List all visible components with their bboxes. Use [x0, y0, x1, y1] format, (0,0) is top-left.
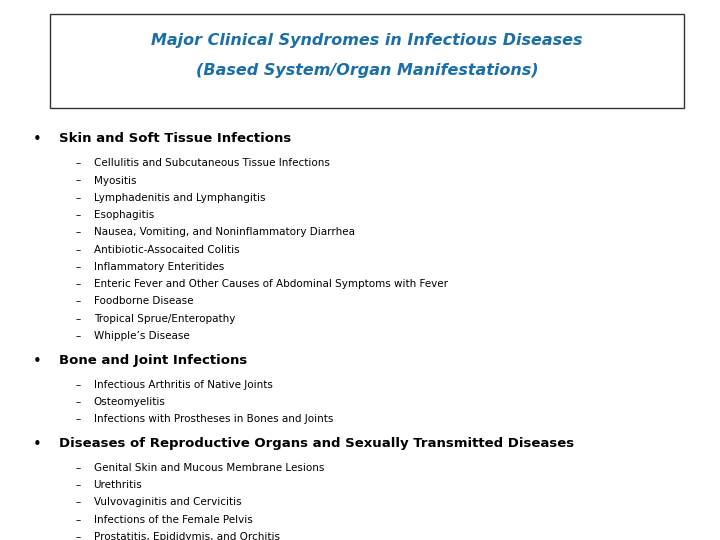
- Text: –: –: [76, 279, 81, 289]
- Text: –: –: [76, 262, 81, 272]
- Text: Nausea, Vomiting, and Noninflammatory Diarrhea: Nausea, Vomiting, and Noninflammatory Di…: [94, 227, 355, 238]
- Text: •: •: [32, 132, 41, 147]
- Text: Inflammatory Enteritides: Inflammatory Enteritides: [94, 262, 224, 272]
- Text: –: –: [76, 158, 81, 168]
- Text: –: –: [76, 245, 81, 255]
- Text: –: –: [76, 463, 81, 473]
- Text: Vulvovaginitis and Cervicitis: Vulvovaginitis and Cervicitis: [94, 497, 241, 508]
- Text: •: •: [32, 437, 41, 452]
- Text: –: –: [76, 414, 81, 424]
- Text: Bone and Joint Infections: Bone and Joint Infections: [59, 354, 247, 367]
- Text: Urethritis: Urethritis: [94, 480, 143, 490]
- Text: –: –: [76, 515, 81, 525]
- Text: Myositis: Myositis: [94, 176, 136, 186]
- Text: Infections of the Female Pelvis: Infections of the Female Pelvis: [94, 515, 252, 525]
- Text: Esophagitis: Esophagitis: [94, 210, 154, 220]
- Text: –: –: [76, 497, 81, 508]
- Text: –: –: [76, 193, 81, 203]
- Text: –: –: [76, 331, 81, 341]
- Text: Infections with Prostheses in Bones and Joints: Infections with Prostheses in Bones and …: [94, 414, 333, 424]
- Text: –: –: [76, 227, 81, 238]
- Text: Major Clinical Syndromes in Infectious Diseases: Major Clinical Syndromes in Infectious D…: [151, 33, 583, 48]
- Text: –: –: [76, 210, 81, 220]
- Text: –: –: [76, 296, 81, 307]
- Text: –: –: [76, 380, 81, 390]
- Text: Antibiotic-Assocaited Colitis: Antibiotic-Assocaited Colitis: [94, 245, 239, 255]
- Text: –: –: [76, 176, 81, 186]
- Text: Enteric Fever and Other Causes of Abdominal Symptoms with Fever: Enteric Fever and Other Causes of Abdomi…: [94, 279, 448, 289]
- Text: –: –: [76, 397, 81, 407]
- Text: (Based System/Organ Manifestations): (Based System/Organ Manifestations): [196, 63, 539, 78]
- Text: Osteomyelitis: Osteomyelitis: [94, 397, 166, 407]
- Text: Tropical Sprue/Enteropathy: Tropical Sprue/Enteropathy: [94, 314, 235, 324]
- Text: Cellulitis and Subcutaneous Tissue Infections: Cellulitis and Subcutaneous Tissue Infec…: [94, 158, 330, 168]
- Text: –: –: [76, 314, 81, 324]
- Text: –: –: [76, 532, 81, 540]
- Text: Lymphadenitis and Lymphangitis: Lymphadenitis and Lymphangitis: [94, 193, 265, 203]
- FancyBboxPatch shape: [50, 14, 684, 108]
- Text: Skin and Soft Tissue Infections: Skin and Soft Tissue Infections: [59, 132, 292, 145]
- Text: Infectious Arthritis of Native Joints: Infectious Arthritis of Native Joints: [94, 380, 272, 390]
- Text: Diseases of Reproductive Organs and Sexually Transmitted Diseases: Diseases of Reproductive Organs and Sexu…: [59, 437, 574, 450]
- Text: •: •: [32, 354, 41, 369]
- Text: Whipple’s Disease: Whipple’s Disease: [94, 331, 189, 341]
- Text: Genital Skin and Mucous Membrane Lesions: Genital Skin and Mucous Membrane Lesions: [94, 463, 324, 473]
- Text: Foodborne Disease: Foodborne Disease: [94, 296, 193, 307]
- Text: Prostatitis, Epididymis, and Orchitis: Prostatitis, Epididymis, and Orchitis: [94, 532, 279, 540]
- Text: –: –: [76, 480, 81, 490]
